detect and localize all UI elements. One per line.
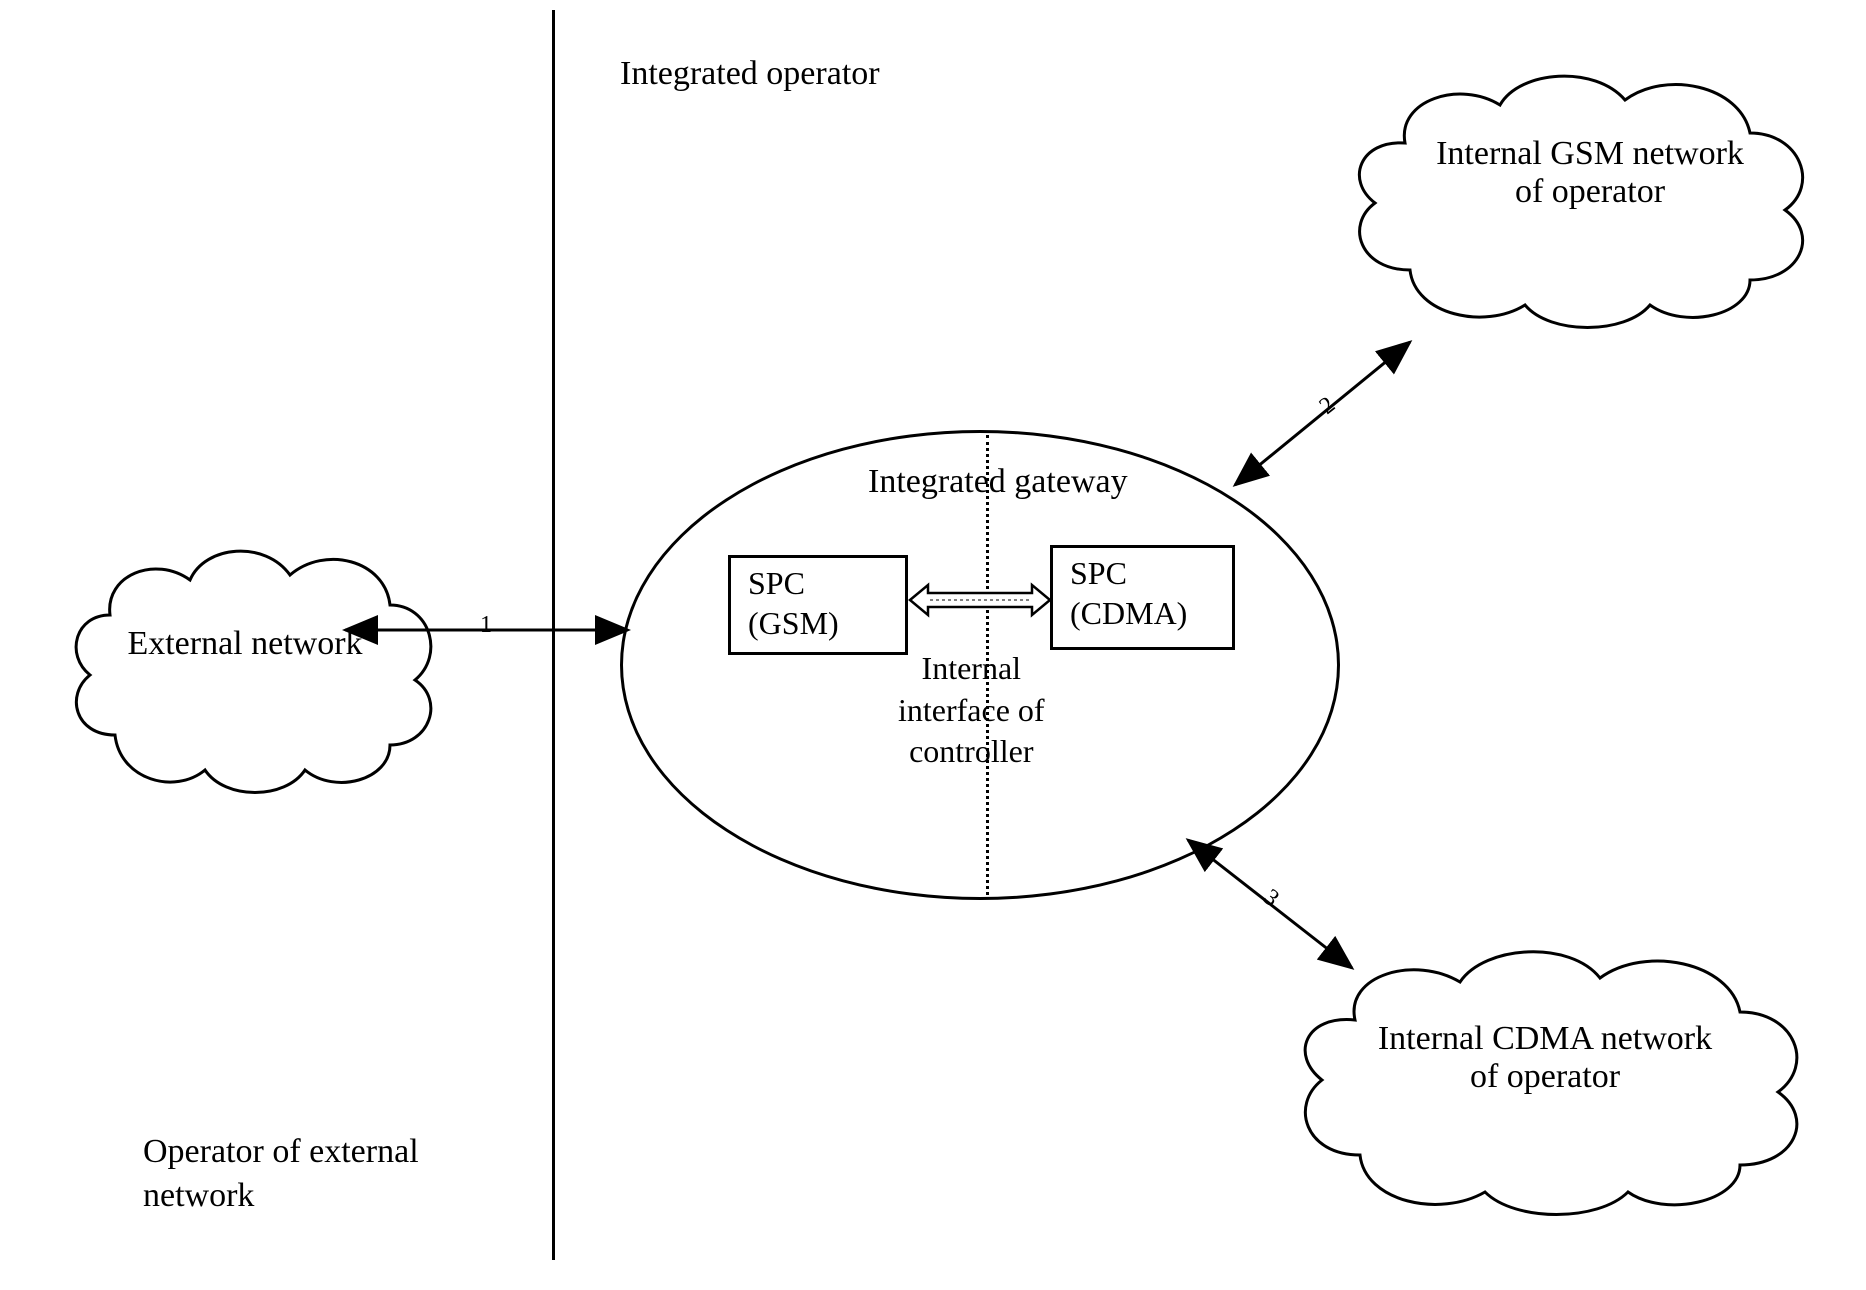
edge-1-label: 1 [480,612,492,638]
box-spc-gsm-line1: SPC [748,565,805,602]
cloud-gsm-label: Internal GSM network of operator [1400,135,1780,211]
box-spc-cdma-line1: SPC [1070,555,1127,592]
box-spc-gsm-line2: (GSM) [748,605,839,642]
label-integrated-operator: Integrated operator [620,52,880,96]
divider-line [552,10,555,1260]
label-integrated-gateway: Integrated gateway [868,460,1128,504]
label-operator-external: Operator of external network [143,1130,419,1218]
edge-3-label: 3 [1258,884,1283,912]
box-spc-cdma-line2: (CDMA) [1070,595,1187,632]
cloud-external-label: External network [95,625,395,663]
edge-2 [1235,342,1410,485]
cloud-cdma-label: Internal CDMA network of operator [1330,1020,1760,1096]
edge-2-label: 2 [1315,392,1340,420]
cloud-external-network [55,515,447,820]
label-internal-interface: Internal interface of controller [898,648,1045,773]
